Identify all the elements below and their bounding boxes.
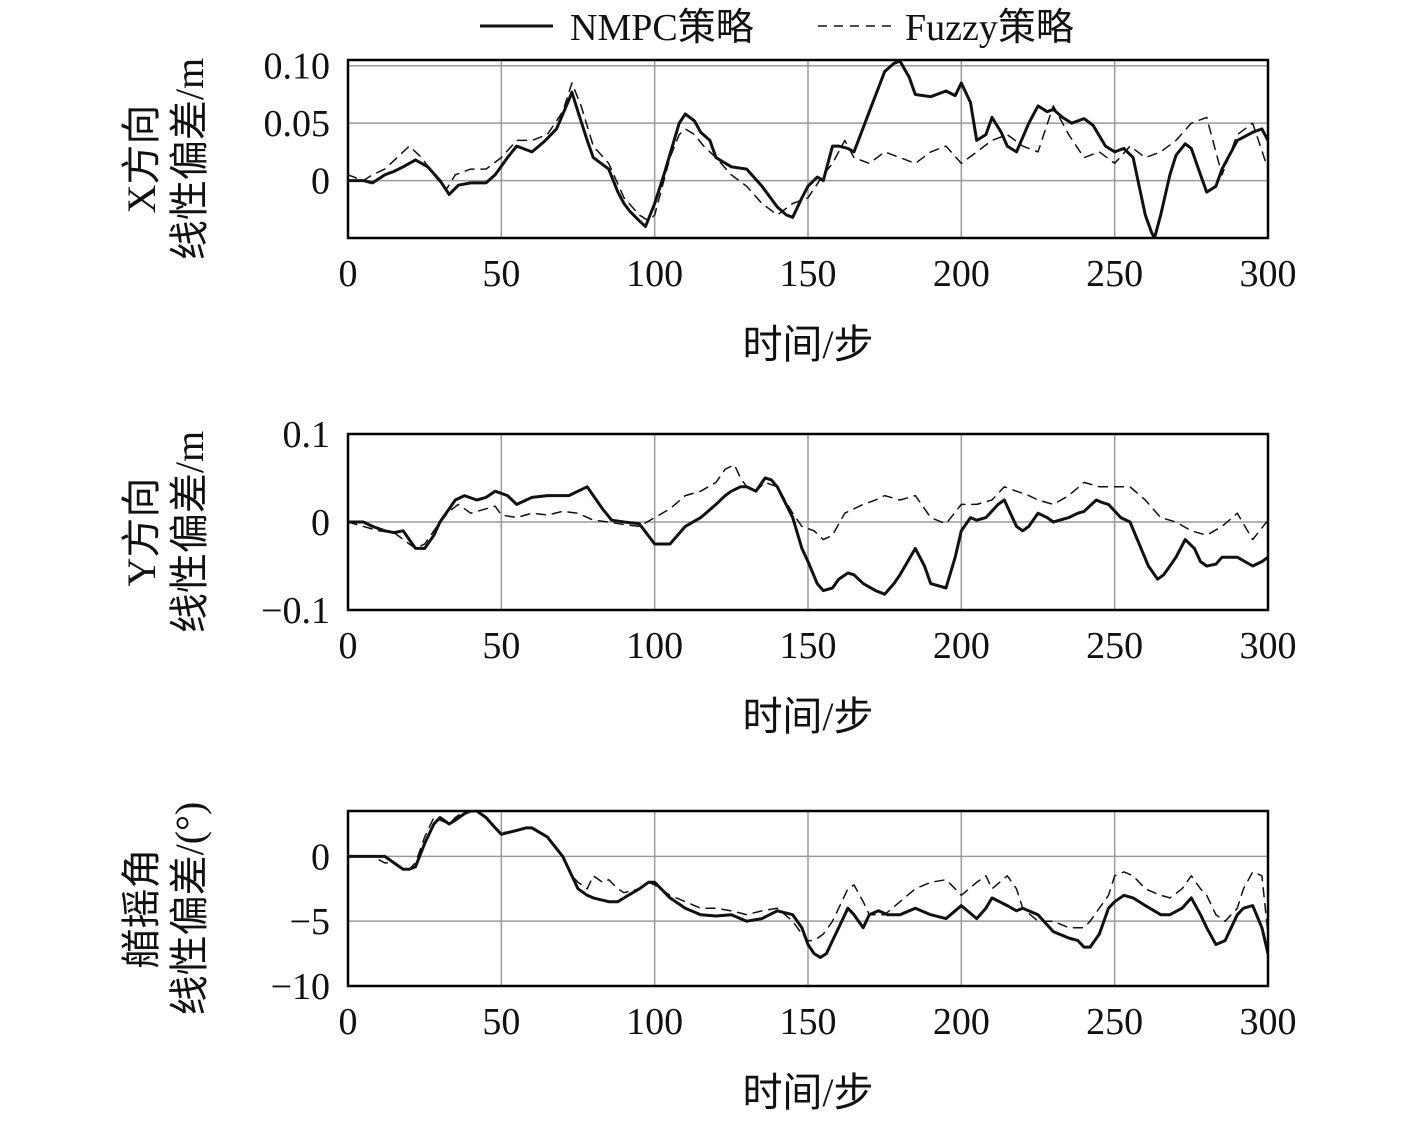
y-tick-label: −5 — [290, 901, 330, 943]
x-tick-label: 100 — [626, 625, 683, 667]
legend: NMPC策略 Fuzzy策略 — [480, 7, 1074, 49]
x-tick-label: 0 — [339, 1001, 358, 1043]
x-tick-label: 300 — [1240, 625, 1297, 667]
x-tick-label: 150 — [780, 253, 837, 295]
y-axis-label-line2: 线性偏差/m — [167, 58, 212, 260]
x-tick-label: 200 — [933, 253, 990, 295]
chart-panel-1: 0 50 100 150 200 250 300 0 0.05 0.10 时间/步 X方向 线性偏差/m — [119, 46, 1297, 367]
y-tick-label: 0 — [311, 502, 330, 544]
y-axis-label-line1: X方向 — [119, 105, 164, 214]
x-tick-label: 300 — [1240, 253, 1297, 295]
y-tick-label: −10 — [271, 966, 330, 1008]
series-line-fuzzy — [348, 811, 1268, 942]
x-tick-label: 50 — [482, 1001, 520, 1043]
x-axis-label: 时间/步 — [742, 694, 873, 739]
x-tick-label: 250 — [1086, 253, 1143, 295]
x-axis-label: 时间/步 — [742, 1070, 873, 1115]
x-tick-label: 250 — [1086, 1001, 1143, 1043]
x-tick-label: 150 — [780, 625, 837, 667]
y-tick-label: 0.1 — [283, 414, 331, 456]
series-line-fuzzy — [348, 82, 1268, 222]
y-tick-label: −0.1 — [261, 590, 330, 632]
plot-frame — [346, 809, 1270, 988]
x-tick-label: 250 — [1086, 625, 1143, 667]
chart-panel-3: 0 50 100 150 200 250 300 −10 −5 0 时间/步 艏摇角 线性偏差/(°) — [119, 802, 1297, 1115]
plot-frame — [346, 432, 1270, 612]
x-tick-label: 100 — [626, 253, 683, 295]
y-tick-label: 0 — [311, 161, 330, 203]
y-axis-label-line2: 线性偏差/m — [167, 431, 212, 633]
y-axis-label-line1: Y方向 — [119, 478, 164, 587]
x-tick-label: 300 — [1240, 1001, 1297, 1043]
y-axis-label-line2: 线性偏差/(°) — [167, 802, 212, 1016]
legend-label-fuzzy: Fuzzy策略 — [905, 7, 1074, 49]
plot-frame — [346, 58, 1270, 240]
x-tick-label: 150 — [780, 1001, 837, 1043]
x-tick-label: 50 — [482, 625, 520, 667]
series-line-nmpc — [348, 476, 1268, 596]
x-tick-label: 200 — [933, 625, 990, 667]
y-tick-label: 0.05 — [264, 103, 331, 145]
legend-label-nmpc: NMPC策略 — [570, 7, 754, 49]
series-line-fuzzy — [348, 464, 1268, 550]
x-axis-label: 时间/步 — [742, 322, 873, 367]
x-tick-label: 100 — [626, 1001, 683, 1043]
x-tick-label: 0 — [339, 625, 358, 667]
x-tick-label: 50 — [482, 253, 520, 295]
x-tick-label: 0 — [339, 253, 358, 295]
y-tick-label: 0 — [311, 836, 330, 878]
y-tick-label: 0.10 — [264, 46, 331, 88]
y-axis-label-line1: 艏摇角 — [119, 849, 164, 969]
series-line-nmpc — [348, 60, 1268, 238]
x-tick-label: 200 — [933, 1001, 990, 1043]
